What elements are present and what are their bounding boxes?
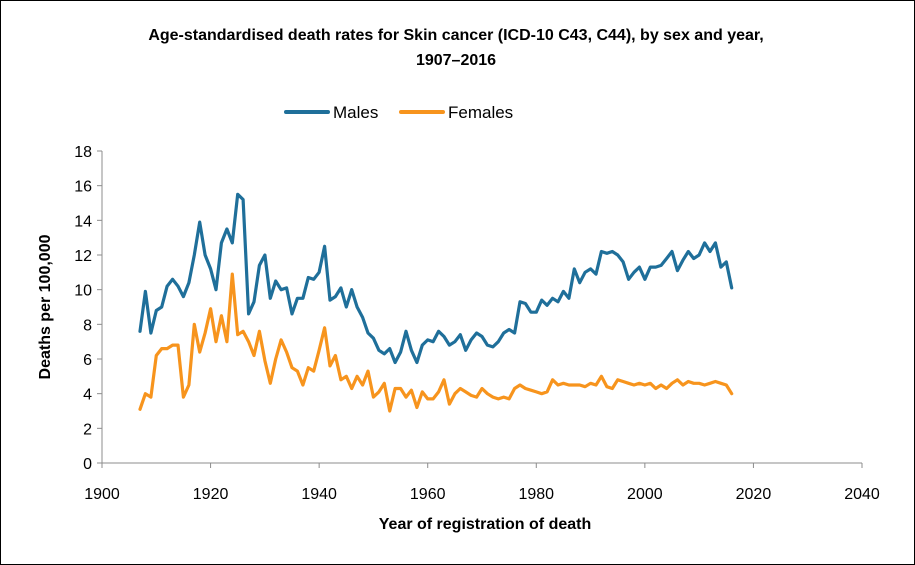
x-tick-label: 1940 <box>301 486 337 503</box>
series-layer <box>138 192 734 413</box>
y-tick-label: 14 <box>74 213 92 230</box>
y-tick-label: 6 <box>83 352 92 369</box>
legend: Males Females <box>284 103 513 122</box>
y-tick-label: 18 <box>74 144 92 161</box>
series-line-males <box>138 192 734 365</box>
y-tick-label: 12 <box>74 248 92 265</box>
axes: 0 2 4 6 8 10 12 14 16 18 1900 1920 1940 1960 1980 2000 2… <box>74 144 880 503</box>
x-axis-label: Year of registration of death <box>379 516 591 533</box>
y-tick-label: 2 <box>83 421 92 438</box>
series-line-females <box>138 272 734 413</box>
x-tick-label: 2020 <box>736 486 772 503</box>
legend-label-males: Males <box>333 103 378 122</box>
x-tick-label: 1980 <box>518 486 554 503</box>
x-tick-label: 1960 <box>410 486 446 503</box>
y-tick-label: 10 <box>74 283 92 300</box>
x-tick-label: 1900 <box>84 486 120 503</box>
y-tick-label: 16 <box>74 179 92 196</box>
y-tick-label: 8 <box>83 317 92 334</box>
x-tick-label: 1920 <box>193 486 229 503</box>
y-axis-label: Deaths per 100,000 <box>37 234 54 379</box>
chart-title-year-range: 1907–2016 <box>415 52 497 69</box>
y-tick-label: 0 <box>83 456 92 473</box>
chart-title: Age-standardised death rates for Skin ca… <box>148 27 764 44</box>
x-tick-label: 2000 <box>627 486 663 503</box>
legend-label-females: Females <box>448 103 513 122</box>
x-tick-label: 2040 <box>844 486 880 503</box>
y-tick-label: 4 <box>83 387 92 404</box>
